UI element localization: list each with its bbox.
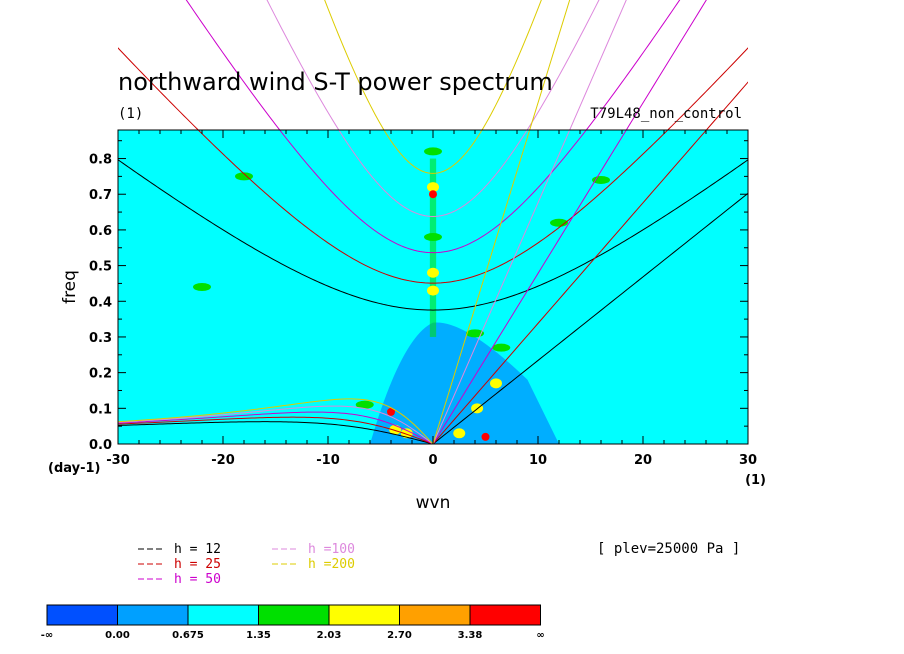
zero-wavenumber-strip: [429, 158, 437, 337]
colorbar-label-0: -∞: [41, 630, 53, 641]
dispersion-curve-h25-0: [118, 47, 748, 284]
power-blob-8: [427, 285, 439, 296]
dispersion-curve-h200-0: [324, 0, 542, 174]
legend-label-h50: h = 50: [174, 572, 221, 587]
legend-label-h25: h = 25: [174, 557, 221, 572]
axis-ticks: -30 -20 -10 0 10 20 30 0.0 0.1 0.2 0.3 0.4 0.5 0.6 0.7…: [89, 130, 757, 468]
legend-label-h12: h = 12: [174, 542, 221, 557]
dispersion-curve-h50-0: [185, 0, 681, 254]
colorbar-swatch-6: [469, 604, 541, 626]
colorbar-swatch-0: [46, 604, 118, 626]
heatmap-layer: [193, 147, 610, 444]
colorbar-label-1: 0.00: [105, 630, 130, 641]
y-tick-label: 0.7: [89, 188, 112, 203]
units-label: (1): [118, 106, 143, 122]
y-tick-label: 0.5: [89, 260, 112, 275]
x-tick-label: -30: [106, 453, 130, 468]
dispersion-curve-h100-2: [118, 405, 434, 444]
colorbar-label-2: 0.675: [172, 630, 204, 641]
dispersion-curve-h200-2: [118, 398, 434, 444]
x-tick-label: 30: [739, 453, 757, 468]
dispersion-curve-h50-2: [118, 411, 434, 444]
dispersion-curve-h50-1: [432, 0, 707, 444]
y-tick-label: 0.1: [89, 402, 112, 417]
power-blob-1: [389, 424, 402, 435]
colorbar-label-6: 3.38: [458, 630, 483, 641]
x-tick-label: -10: [316, 453, 340, 468]
power-blob-17: [550, 218, 568, 227]
power-blob-7: [427, 267, 439, 278]
dispersion-curve-h12-2: [118, 421, 434, 444]
low-power-region: [370, 322, 559, 444]
colorbar-swatch-1: [117, 604, 189, 626]
y-tick-label: 0.0: [89, 438, 112, 453]
colorbar-swatch-5: [399, 604, 471, 626]
colorbar-swatch-2: [187, 604, 259, 626]
power-blob-6: [429, 190, 437, 199]
dispersion-curve-h25-2: [118, 416, 434, 444]
x-tick-label: 0: [428, 453, 437, 468]
chart-title: northward wind S-T power spectrum: [118, 68, 553, 96]
x-tick-label: 10: [529, 453, 547, 468]
y-unit-label: (day-1): [48, 461, 100, 476]
power-blob-10: [453, 428, 466, 439]
colorbar-swatch-4: [328, 604, 400, 626]
power-blob-0: [387, 407, 395, 416]
power-blob-2: [481, 432, 490, 441]
y-tick-label: 0.3: [89, 331, 112, 346]
legend-label-h200: h =200: [308, 557, 355, 572]
colorbar-label-7: ∞: [536, 630, 544, 641]
x-unit-label: (1): [745, 473, 766, 488]
power-blob-12: [492, 343, 511, 352]
x-tick-label: 20: [634, 453, 652, 468]
x-tick-label: -20: [211, 453, 235, 468]
power-blob-18: [424, 233, 442, 242]
y-tick-label: 0.6: [89, 224, 112, 239]
legend-label-h100: h =100: [308, 542, 355, 557]
power-blob-16: [193, 283, 211, 291]
power-blob-19: [424, 147, 442, 156]
power-blob-4: [490, 378, 502, 389]
colorbar-label-4: 2.03: [317, 630, 342, 641]
y-tick-label: 0.2: [89, 367, 112, 382]
power-blob-11: [355, 400, 374, 409]
power-blob-5: [427, 182, 439, 193]
colorbar-label-5: 2.70: [387, 630, 412, 641]
plev-label: [ plev=25000 Pa ]: [597, 541, 740, 557]
dispersion-curve-h100-1: [432, 0, 627, 444]
y-tick-label: 0.8: [89, 153, 112, 168]
dispersion-curve-h12-1: [432, 192, 748, 444]
dispersion-curve-h200-1: [432, 0, 571, 444]
dispersion-curves: [118, 0, 748, 444]
dispersion-curve-h12-0: [118, 159, 748, 311]
dispersion-curve-h100-0: [266, 0, 600, 217]
y-axis-label: freq: [60, 270, 80, 304]
colorbar-label-3: 1.35: [246, 630, 271, 641]
power-blob-15: [592, 175, 610, 184]
y-tick-label: 0.4: [89, 295, 112, 310]
case-label: T79L48_non_control: [590, 106, 742, 122]
power-blob-13: [466, 329, 484, 338]
colorbar: -∞ 0.00 0.675 1.35 2.03 2.70 3.38 ∞: [41, 604, 545, 641]
x-axis-label: wvn: [416, 493, 451, 513]
colorbar-swatch-3: [258, 604, 330, 626]
dispersion-curve-h25-1: [432, 81, 748, 444]
